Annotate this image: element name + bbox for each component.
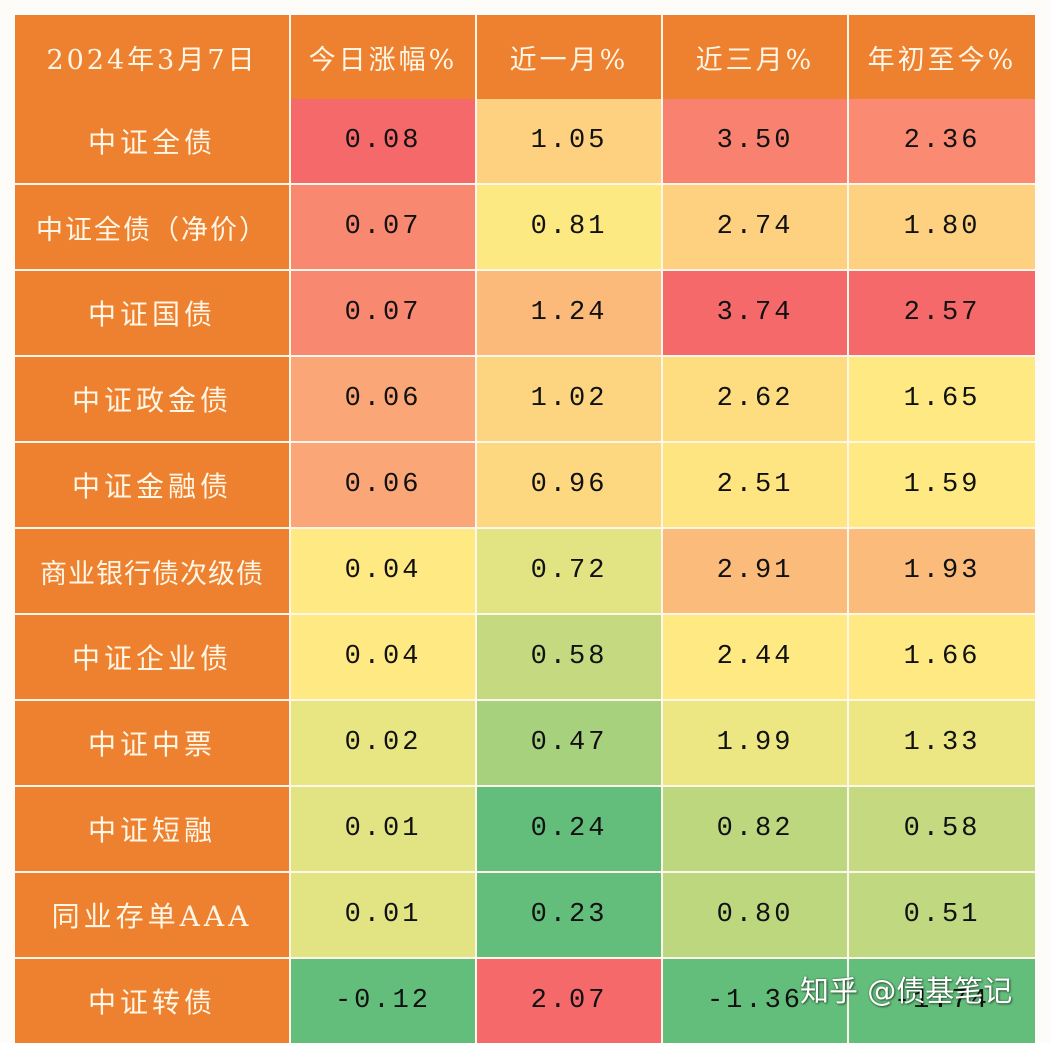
value-cell: 3.74 (661, 269, 849, 357)
value-cell: 1.24 (475, 269, 663, 357)
column-header-3-month: 近三月% (661, 15, 849, 99)
heatmap-table-container: 2024年3月7日 今日涨幅% 近一月% 近三月% 年初至今% 中证全债 0.0… (15, 15, 1035, 1043)
value-cell: 0.58 (475, 613, 663, 701)
row-label: 商业银行债次级债 (15, 527, 291, 615)
row-label: 中证政金债 (15, 355, 291, 443)
row-label: 中证短融 (15, 785, 291, 873)
row-label: 中证中票 (15, 699, 291, 787)
value-cell: 0.06 (289, 355, 477, 443)
value-cell: 0.02 (289, 699, 477, 787)
value-cell: 0.51 (847, 871, 1035, 959)
value-cell: 0.82 (661, 785, 849, 873)
value-cell: 2.44 (661, 613, 849, 701)
value-cell: 1.02 (475, 355, 663, 443)
value-cell: 2.62 (661, 355, 849, 443)
value-cell: 2.74 (661, 183, 849, 271)
row-label: 同业存单AAA (15, 871, 291, 959)
value-cell: 1.05 (475, 99, 663, 185)
value-cell: -1.74 (847, 957, 1035, 1043)
header-row: 2024年3月7日 今日涨幅% 近一月% 近三月% 年初至今% (15, 15, 1035, 99)
value-cell: 0.01 (289, 871, 477, 959)
value-cell: 0.80 (661, 871, 849, 959)
date-header: 2024年3月7日 (15, 15, 291, 99)
table-row: 中证全债（净价） 0.07 0.81 2.74 1.80 (15, 183, 1035, 271)
value-cell: 0.07 (289, 183, 477, 271)
value-cell: 0.01 (289, 785, 477, 873)
value-cell: 0.04 (289, 527, 477, 615)
value-cell: 0.47 (475, 699, 663, 787)
value-cell: 1.33 (847, 699, 1035, 787)
table-row: 中证转债 -0.12 2.07 -1.36 -1.74 (15, 957, 1035, 1043)
watermark-text: 知乎 @债基笔记 (800, 974, 1013, 1008)
table-row: 中证国债 0.07 1.24 3.74 2.57 (15, 269, 1035, 357)
value-cell: 0.81 (475, 183, 663, 271)
value-cell: 2.07 (475, 957, 663, 1043)
value-cell: 2.91 (661, 527, 849, 615)
column-header-daily-change: 今日涨幅% (289, 15, 477, 99)
table-row: 商业银行债次级债 0.04 0.72 2.91 1.93 (15, 527, 1035, 615)
table-row: 中证中票 0.02 0.47 1.99 1.33 (15, 699, 1035, 787)
value-cell: 2.51 (661, 441, 849, 529)
value-cell: 0.72 (475, 527, 663, 615)
value-cell: 3.50 (661, 99, 849, 185)
value-cell: 1.59 (847, 441, 1035, 529)
value-cell: 0.96 (475, 441, 663, 529)
value-cell: 0.06 (289, 441, 477, 529)
table-row: 中证金融债 0.06 0.96 2.51 1.59 (15, 441, 1035, 529)
row-label: 中证全债（净价） (15, 183, 291, 271)
value-cell: 0.07 (289, 269, 477, 357)
column-header-ytd: 年初至今% (847, 15, 1035, 99)
table-row: 中证全债 0.08 1.05 3.50 2.36 (15, 99, 1035, 185)
value-cell: 1.99 (661, 699, 849, 787)
value-cell: 0.08 (289, 99, 477, 185)
table-row: 同业存单AAA 0.01 0.23 0.80 0.51 (15, 871, 1035, 959)
row-label: 中证企业债 (15, 613, 291, 701)
table-row: 中证短融 0.01 0.24 0.82 0.58 (15, 785, 1035, 873)
value-cell: 0.24 (475, 785, 663, 873)
value-cell: 0.23 (475, 871, 663, 959)
row-label: 中证转债 (15, 957, 291, 1043)
value-cell: -0.12 (289, 957, 477, 1043)
row-label: 中证国债 (15, 269, 291, 357)
value-cell: 0.58 (847, 785, 1035, 873)
value-cell: 2.36 (847, 99, 1035, 185)
table-row: 中证企业债 0.04 0.58 2.44 1.66 (15, 613, 1035, 701)
column-header-1-month: 近一月% (475, 15, 663, 99)
value-cell: 0.04 (289, 613, 477, 701)
value-cell: -1.36 (661, 957, 849, 1043)
value-cell: 1.65 (847, 355, 1035, 443)
value-cell: 1.80 (847, 183, 1035, 271)
value-cell: 2.57 (847, 269, 1035, 357)
value-cell: 1.66 (847, 613, 1035, 701)
table-row: 中证政金债 0.06 1.02 2.62 1.65 (15, 355, 1035, 443)
row-label: 中证金融债 (15, 441, 291, 529)
row-label: 中证全债 (15, 99, 291, 185)
value-cell: 1.93 (847, 527, 1035, 615)
bond-index-returns-table: 2024年3月7日 今日涨幅% 近一月% 近三月% 年初至今% 中证全债 0.0… (15, 15, 1035, 1043)
